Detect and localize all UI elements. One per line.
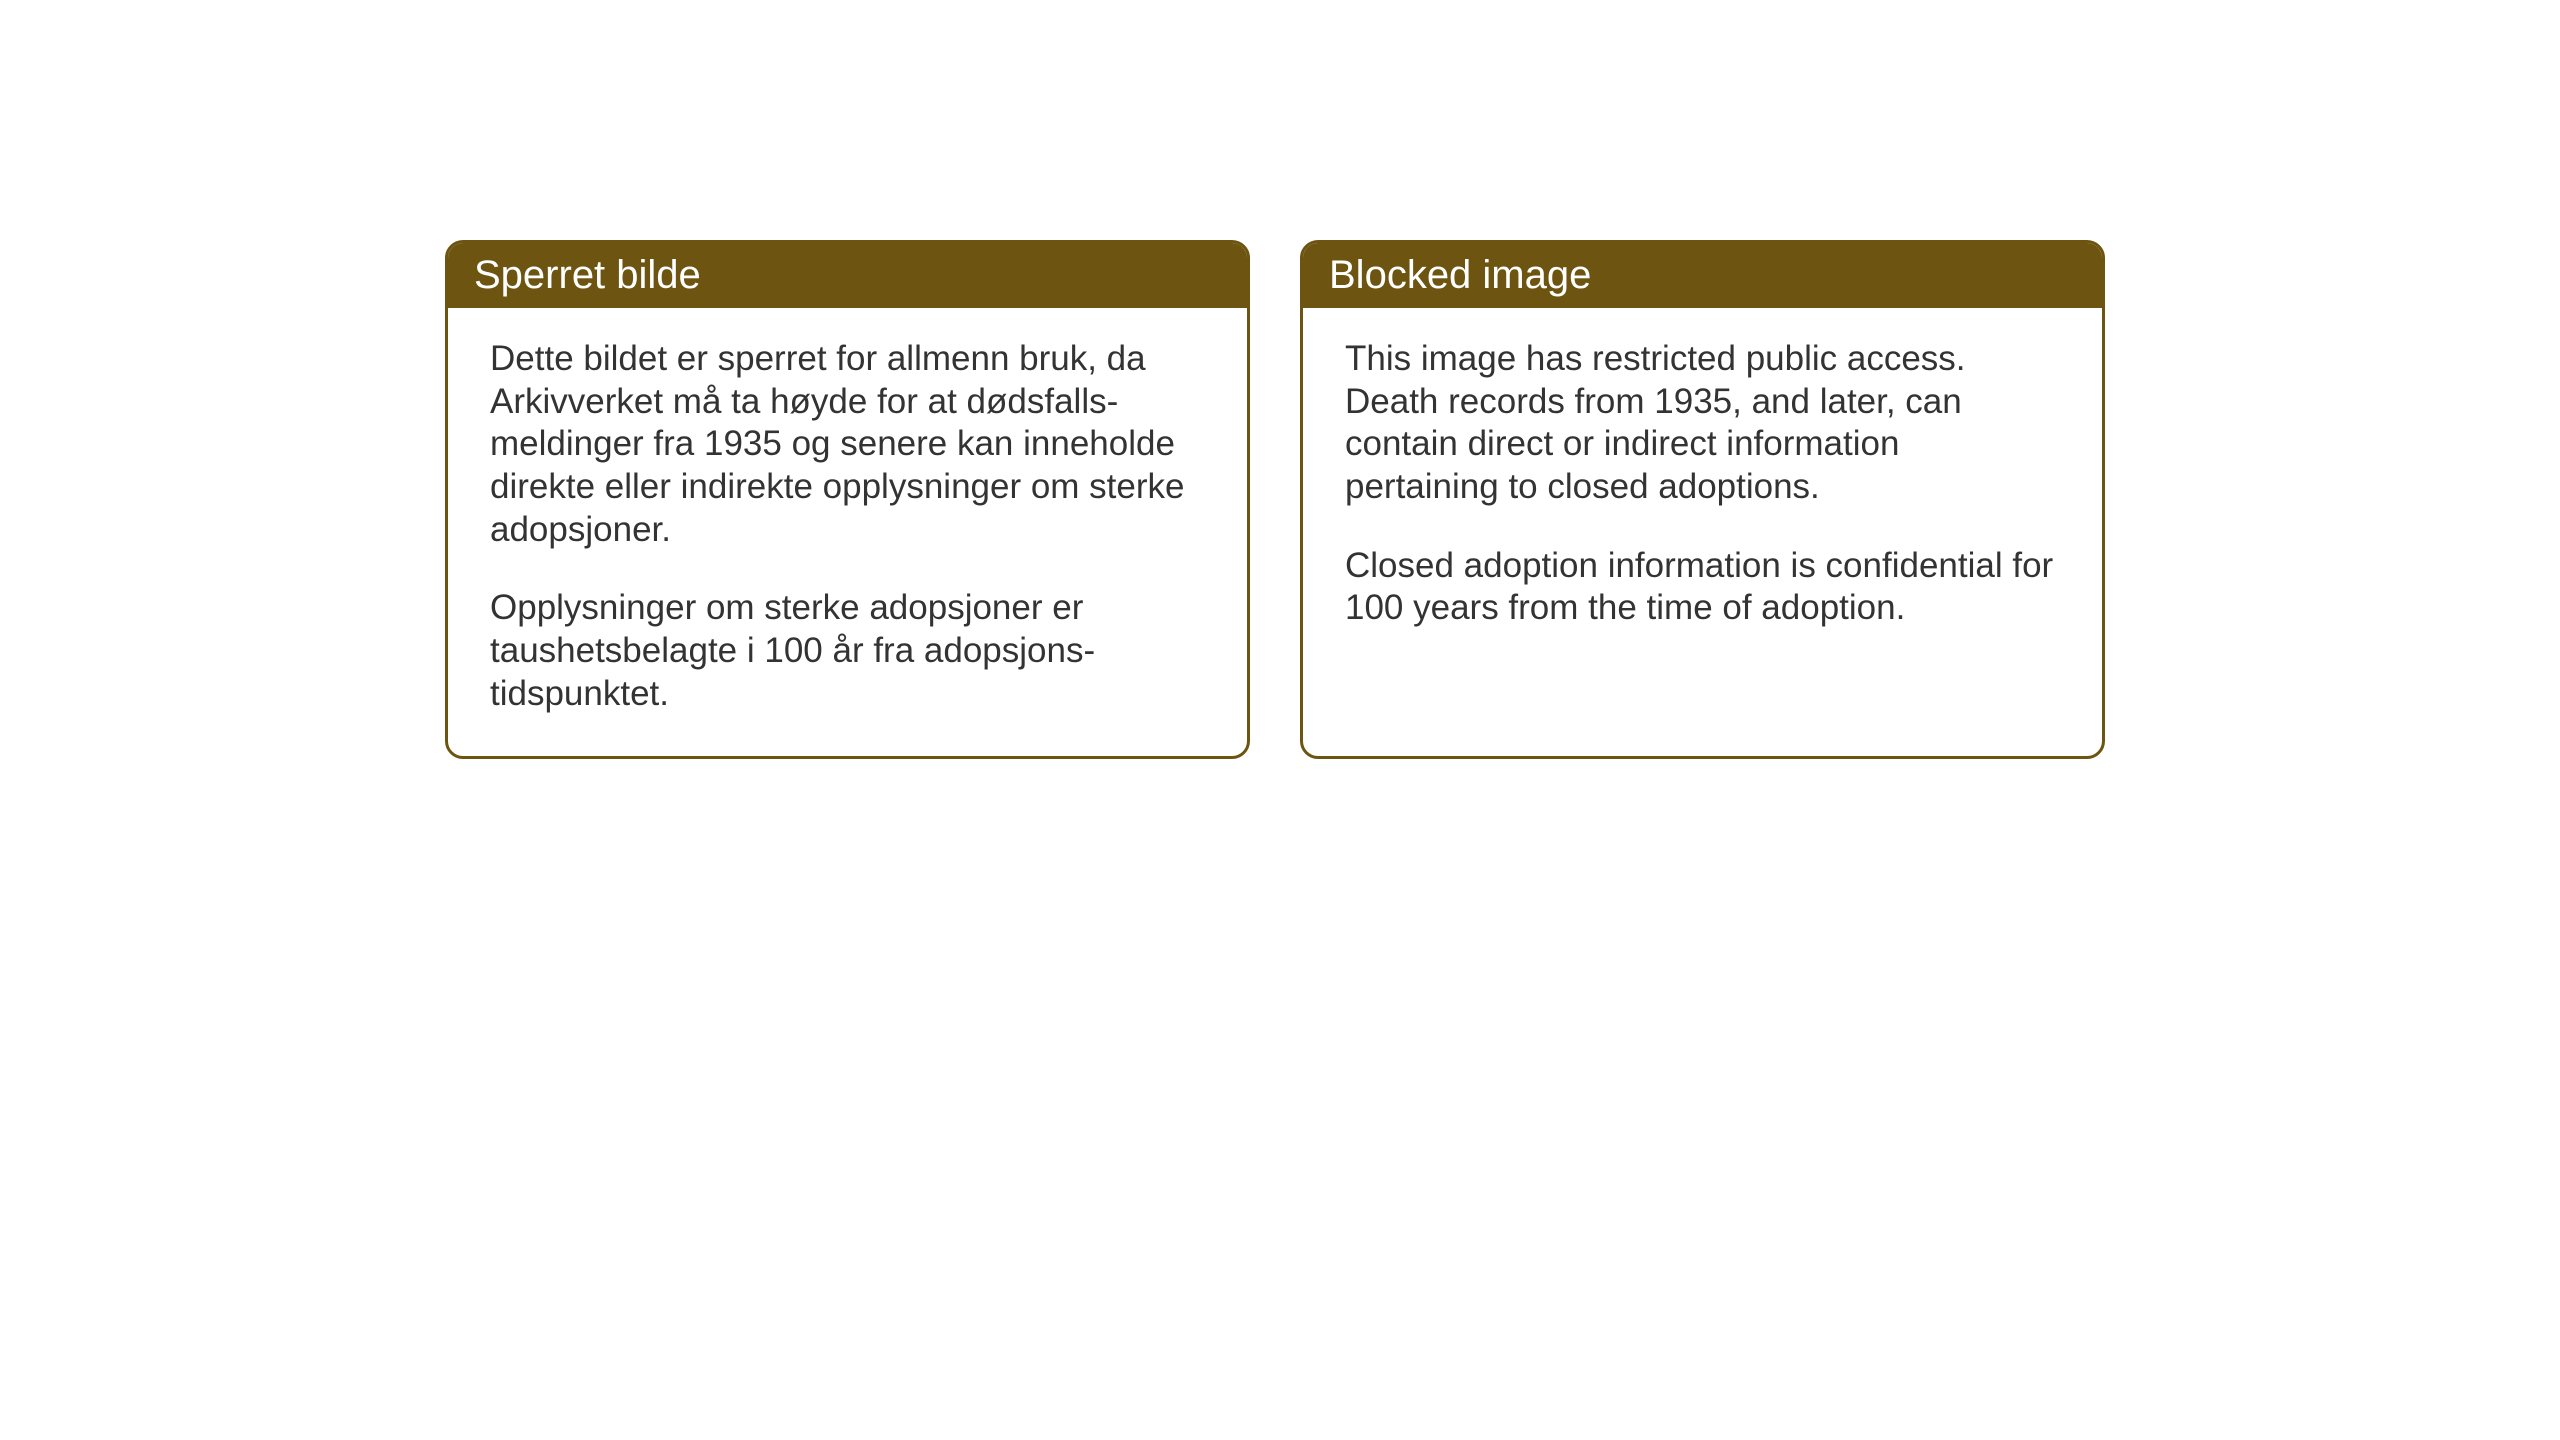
norwegian-card-title: Sperret bilde [474, 253, 701, 297]
english-notice-card: Blocked image This image has restricted … [1300, 240, 2105, 759]
english-card-body: This image has restricted public access.… [1303, 308, 2102, 698]
norwegian-card-header: Sperret bilde [448, 243, 1247, 308]
english-card-title: Blocked image [1329, 253, 1591, 297]
english-card-header: Blocked image [1303, 243, 2102, 308]
english-paragraph-2: Closed adoption information is confident… [1345, 545, 2060, 630]
notice-container: Sperret bilde Dette bildet er sperret fo… [445, 240, 2105, 759]
norwegian-paragraph-1: Dette bildet er sperret for allmenn bruk… [490, 338, 1205, 551]
norwegian-card-body: Dette bildet er sperret for allmenn bruk… [448, 308, 1247, 756]
english-paragraph-1: This image has restricted public access.… [1345, 338, 2060, 509]
norwegian-notice-card: Sperret bilde Dette bildet er sperret fo… [445, 240, 1250, 759]
norwegian-paragraph-2: Opplysninger om sterke adopsjoner er tau… [490, 587, 1205, 715]
